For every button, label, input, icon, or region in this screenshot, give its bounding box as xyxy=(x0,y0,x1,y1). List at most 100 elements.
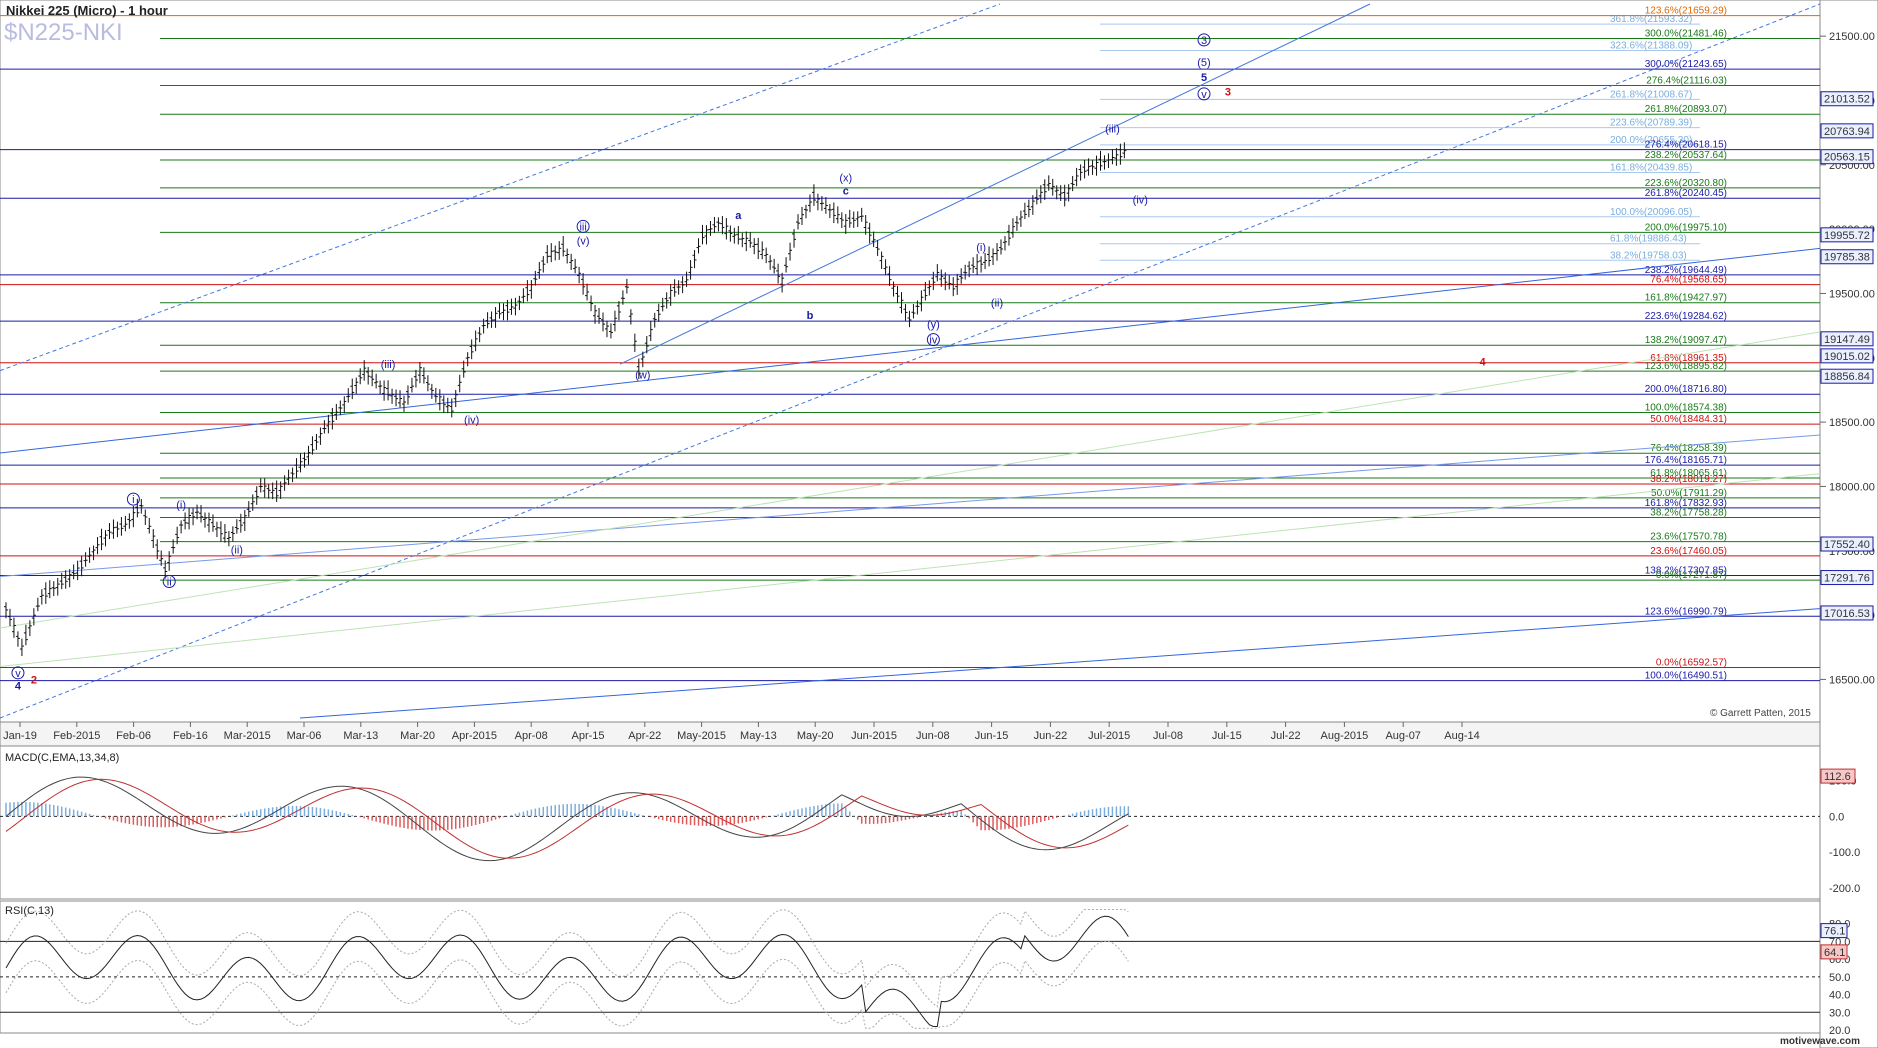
fib-label: 0.0%(16592.57) xyxy=(1656,657,1727,668)
channel-line xyxy=(619,3,1371,365)
price-badge-box xyxy=(1820,348,1874,364)
trend-line xyxy=(299,608,1821,719)
price-badge-box xyxy=(1820,536,1874,552)
price-badge: 21013.52 xyxy=(1824,94,1870,106)
fib-label: 161.8%(17832.93) xyxy=(1645,498,1727,509)
x-tick-label: Mar-13 xyxy=(343,730,378,742)
x-tick-label: Jun-08 xyxy=(916,730,950,742)
fib-label: 300.0%(21243.65) xyxy=(1645,59,1727,70)
price-badge-box xyxy=(1820,331,1874,347)
symbol-watermark: $N225-NKI xyxy=(4,19,123,46)
fib-label: 176.4%(18165.71) xyxy=(1645,455,1727,466)
rsi-tick-label: 20.0 xyxy=(1829,1025,1850,1037)
wave-label: a xyxy=(735,210,742,222)
wave-label: (i) xyxy=(976,242,986,254)
wave-label: 5 xyxy=(1201,72,1207,84)
fib-label: 23.6%(17570.78) xyxy=(1650,532,1727,543)
wave-label: (i) xyxy=(176,499,186,511)
price-badge: 17552.40 xyxy=(1824,539,1870,551)
rsi-tick-label: 40.0 xyxy=(1829,990,1850,1002)
wave-label: i xyxy=(132,494,134,506)
fib-label: 200.0%(18716.80) xyxy=(1645,384,1727,395)
x-tick-label: Apr-22 xyxy=(628,730,661,742)
light-fib-label: 38.2%(19758.03) xyxy=(1610,250,1687,261)
time-axis-band xyxy=(0,721,1821,747)
x-tick-label: Apr-2015 xyxy=(452,730,497,742)
wave-label: (w) xyxy=(635,369,650,381)
price-badge-box xyxy=(1820,605,1874,621)
x-tick-label: Jun-2015 xyxy=(851,730,897,742)
x-tick-label: Feb-06 xyxy=(116,730,151,742)
x-tick-label: Jun-22 xyxy=(1034,730,1068,742)
wave-label: (iii) xyxy=(381,359,396,371)
wave-label: 4 xyxy=(15,681,22,693)
copyright: © Garrett Patten, 2015 xyxy=(1710,708,1811,719)
wave-circle xyxy=(576,219,590,233)
macd-signal-line xyxy=(5,778,1129,859)
wave-label: (ii) xyxy=(991,297,1003,309)
wave-circle xyxy=(926,333,940,347)
fib-label: 23.6%(17460.05) xyxy=(1650,546,1727,557)
wave-label: c xyxy=(843,185,849,197)
light-fib-label: 61.8%(19886.43) xyxy=(1610,234,1687,245)
price-axis-band xyxy=(1819,0,1878,1048)
x-tick-label: Jun-15 xyxy=(975,730,1009,742)
brand: motivewave.com xyxy=(1780,1036,1860,1047)
wave-label: (x) xyxy=(839,173,852,185)
macd-panel-frame xyxy=(0,745,1821,900)
price-badge: 19785.38 xyxy=(1824,252,1870,264)
fib-label: 50.0%(18484.31) xyxy=(1650,414,1727,425)
fib-label: 100.0%(16490.51) xyxy=(1645,671,1727,682)
fib-label: 123.6%(16990.79) xyxy=(1645,606,1727,617)
x-tick-label: Jul-08 xyxy=(1153,730,1183,742)
fib-label: 200.0%(19975.10) xyxy=(1645,222,1727,233)
wave-label: 4 xyxy=(1480,357,1487,369)
wave-label: 3 xyxy=(1225,86,1231,98)
wave-circle xyxy=(1197,87,1211,101)
fib-label: 261.8%(20893.07) xyxy=(1645,104,1727,115)
price-panel-frame xyxy=(0,0,1821,723)
wave-label: (ii) xyxy=(231,544,243,556)
light-fib-label: 100.0%(20096.05) xyxy=(1610,207,1692,218)
x-tick-label: Apr-15 xyxy=(571,730,604,742)
wave-label: 2 xyxy=(31,674,37,686)
wave-label: 3 xyxy=(1201,35,1207,47)
fib-label: 138.2%(17307.85) xyxy=(1645,565,1727,576)
wave-circle xyxy=(1197,33,1211,47)
fib-label: 123.6%(21659.29) xyxy=(1645,6,1727,17)
fib-label: 76.4%(18258.39) xyxy=(1650,443,1727,454)
fib-label: 123.6%(18895.82) xyxy=(1645,361,1727,372)
x-tick-label: Jan-19 xyxy=(3,730,37,742)
y-tick-label: 21500.00 xyxy=(1829,31,1875,43)
light-fib-label: 323.6%(21388.09) xyxy=(1610,41,1692,52)
rsi-badge-box xyxy=(1820,923,1848,939)
wave-label: iii xyxy=(579,221,586,233)
price-badge: 20763.94 xyxy=(1824,126,1870,138)
macd-badge: 112.6 xyxy=(1824,771,1851,783)
rsi-upper-band xyxy=(5,909,1129,1008)
fib-label: 261.8%(20240.45) xyxy=(1645,188,1727,199)
fib-label: 76.4%(19568.65) xyxy=(1650,275,1727,286)
price-badge: 19955.72 xyxy=(1824,230,1870,242)
light-fib-label: 200.0%(20655.30) xyxy=(1610,135,1692,146)
trend-channels xyxy=(0,3,1821,719)
y-tick-label: 18000.00 xyxy=(1829,481,1875,493)
rsi-panel: 80.070.060.050.040.030.020.076.164.1 xyxy=(0,909,1850,1037)
wave-label: iv xyxy=(929,335,937,347)
trend-line xyxy=(0,434,1821,577)
wave-label: (iv) xyxy=(464,414,479,426)
fib-label: 138.2%(19097.47) xyxy=(1645,335,1727,346)
fib-label: 100.0%(18574.38) xyxy=(1645,403,1727,414)
time-axis: Jan-19 Feb-2015 Feb-06 Feb-16 Mar-2015 Mar-06… xyxy=(3,722,1480,742)
wave-circle xyxy=(162,574,176,588)
price-badge: 19015.02 xyxy=(1824,351,1870,363)
price-badge-box xyxy=(1820,123,1874,139)
light-fib-label: 261.8%(21008.67) xyxy=(1610,89,1692,100)
fib-label: 38.2%(17758.28) xyxy=(1650,508,1727,519)
price-badge: 20563.15 xyxy=(1824,152,1870,164)
price-badge-box xyxy=(1820,368,1874,384)
trend-line xyxy=(0,247,1821,454)
fib-levels: 361.8%(21593.32) 323.6%(21388.09) 261.8%(2… xyxy=(0,6,1820,682)
y-tick-label: 19500.00 xyxy=(1829,288,1875,300)
